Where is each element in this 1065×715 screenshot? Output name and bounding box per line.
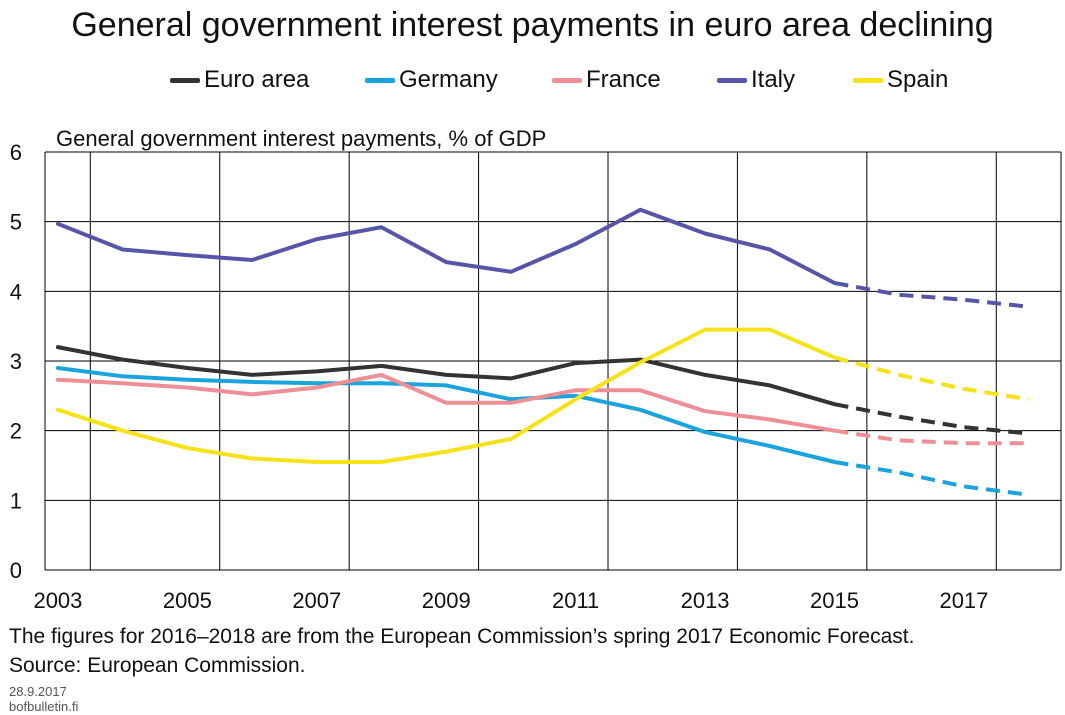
chart-title: General government interest payments in … (71, 6, 994, 44)
x-tick-label: 2003 (33, 588, 82, 613)
series-line-france (55, 372, 837, 433)
series-forecast-line-france (834, 428, 1029, 446)
series-spain (55, 327, 1029, 464)
source-note: Source: European Commission. (9, 654, 306, 677)
publication-date: 28.9.2017 (9, 684, 67, 699)
y-tick-label: 2 (10, 419, 22, 444)
series-forecast-line-germany (834, 460, 1029, 497)
chart-legend: Euro area Germany France Italy Spain (0, 66, 1065, 98)
series-layer (55, 207, 1029, 497)
y-tick-label: 0 (10, 558, 22, 583)
legend-item-france: France (552, 66, 661, 94)
y-tick-label: 4 (10, 279, 22, 304)
x-tick-label: 2017 (939, 588, 988, 613)
y-tick-label: 6 (10, 140, 22, 165)
legend-label: France (586, 66, 661, 93)
x-tick-label: 2005 (163, 588, 212, 613)
x-tick-label: 2011 (552, 588, 599, 613)
y-tick-label: 3 (10, 349, 22, 374)
legend-swatch (717, 77, 747, 83)
series-line-germany (55, 366, 837, 464)
legend-label: Euro area (204, 66, 310, 93)
series-euro-area (55, 345, 1029, 436)
legend-swatch (552, 77, 582, 83)
x-tick-label: 2015 (810, 588, 859, 613)
series-line-italy (55, 207, 837, 285)
y-axis-ticks: 0 1 2 3 4 5 6 (10, 140, 22, 583)
legend-label: Germany (399, 66, 498, 93)
series-germany (55, 366, 1029, 497)
x-tick-label: 2007 (292, 588, 341, 613)
y-axis-label: General government interest payments, % … (56, 126, 546, 151)
x-axis-ticks: 2003 2005 2007 2009 2011 2013 2015 2017 (33, 588, 988, 613)
series-line-spain (55, 327, 837, 464)
series-forecast-line-euro-area (834, 402, 1029, 436)
legend-item-italy: Italy (717, 66, 795, 94)
series-line-euro-area (55, 345, 837, 407)
x-tick-label: 2009 (422, 588, 471, 613)
y-tick-label: 1 (10, 488, 22, 513)
series-italy (55, 207, 1029, 309)
legend-item-germany: Germany (365, 66, 498, 94)
grid (44, 151, 1062, 571)
line-chart: General government interest payments, % … (10, 126, 1062, 613)
legend-item-euro-area: Euro area (170, 66, 309, 94)
legend-label: Italy (751, 66, 796, 93)
legend-swatch (365, 77, 395, 83)
legend-swatch (170, 77, 200, 83)
series-forecast-line-spain (833, 355, 1029, 402)
site-name: bofbulletin.fi (9, 699, 79, 714)
series-france (55, 372, 1029, 446)
footnote: The figures for 2016–2018 are from the E… (9, 625, 915, 648)
series-forecast-line-italy (834, 281, 1029, 309)
legend-item-spain: Spain (853, 66, 948, 94)
x-tick-label: 2013 (681, 588, 730, 613)
legend-label: Spain (887, 66, 949, 93)
legend-swatch (853, 77, 883, 83)
y-tick-label: 5 (10, 210, 22, 235)
